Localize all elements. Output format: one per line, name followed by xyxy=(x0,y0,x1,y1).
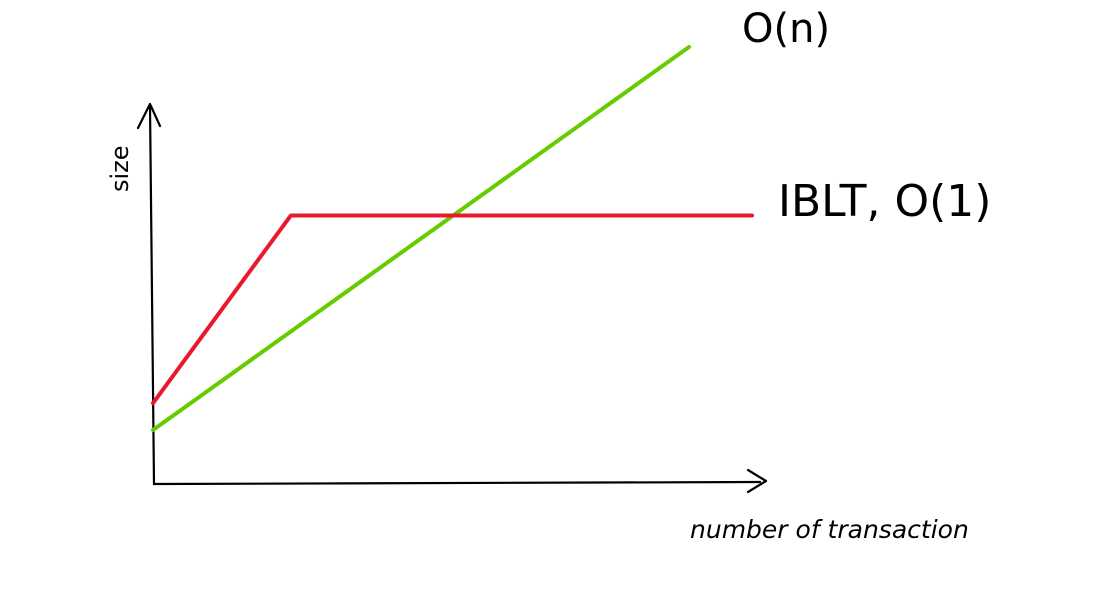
y-axis-label: size xyxy=(106,145,134,192)
y-axis xyxy=(148,104,156,486)
series-label-iblt: IBLT, O(1) xyxy=(778,176,991,227)
x-axis-label: number of transaction xyxy=(690,515,969,544)
axes xyxy=(136,102,768,494)
series-layer xyxy=(151,45,754,432)
series-label-on: O(n) xyxy=(742,6,830,52)
x-axis-arrow xyxy=(746,468,768,494)
x-axis xyxy=(152,480,762,486)
y-axis-arrow xyxy=(136,102,162,130)
series-line-iblt xyxy=(151,213,754,406)
series-line-on xyxy=(151,45,691,432)
